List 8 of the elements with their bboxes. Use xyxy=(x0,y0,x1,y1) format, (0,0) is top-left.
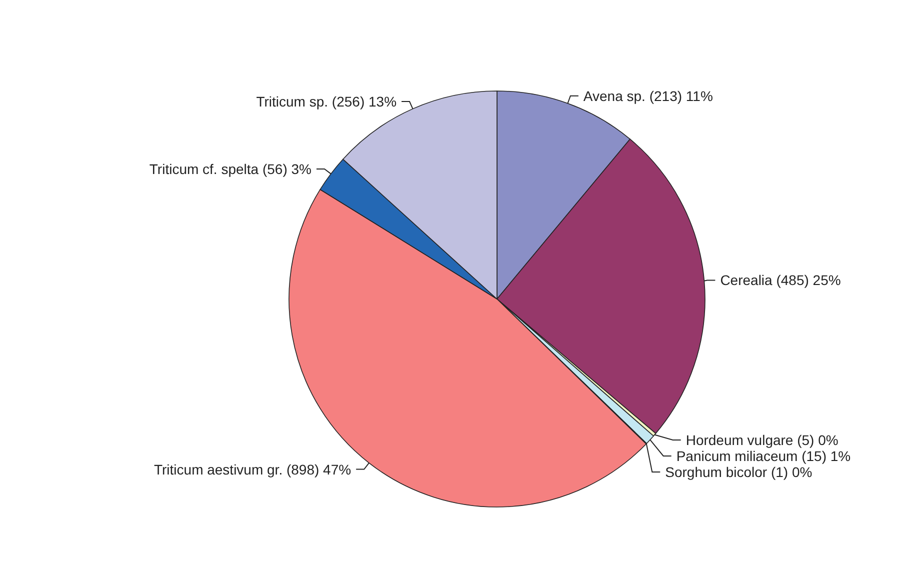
slice-label: Panicum miliaceum (15) 1% xyxy=(676,448,851,464)
slice-label: Cerealia (485) 25% xyxy=(720,272,841,288)
slice-label: Triticum cf. spelta (56) 3% xyxy=(149,161,312,178)
slice-label: Triticum aestivum gr. (898) 47% xyxy=(154,461,352,478)
slice-label: Sorghum bicolor (1) 0% xyxy=(665,464,812,480)
slice-label: Hordeum vulgare (5) 0% xyxy=(686,432,838,448)
slice-label: Triticum sp. (256) 13% xyxy=(256,94,397,110)
slice-label: Avena sp. (213) 11% xyxy=(583,88,713,104)
